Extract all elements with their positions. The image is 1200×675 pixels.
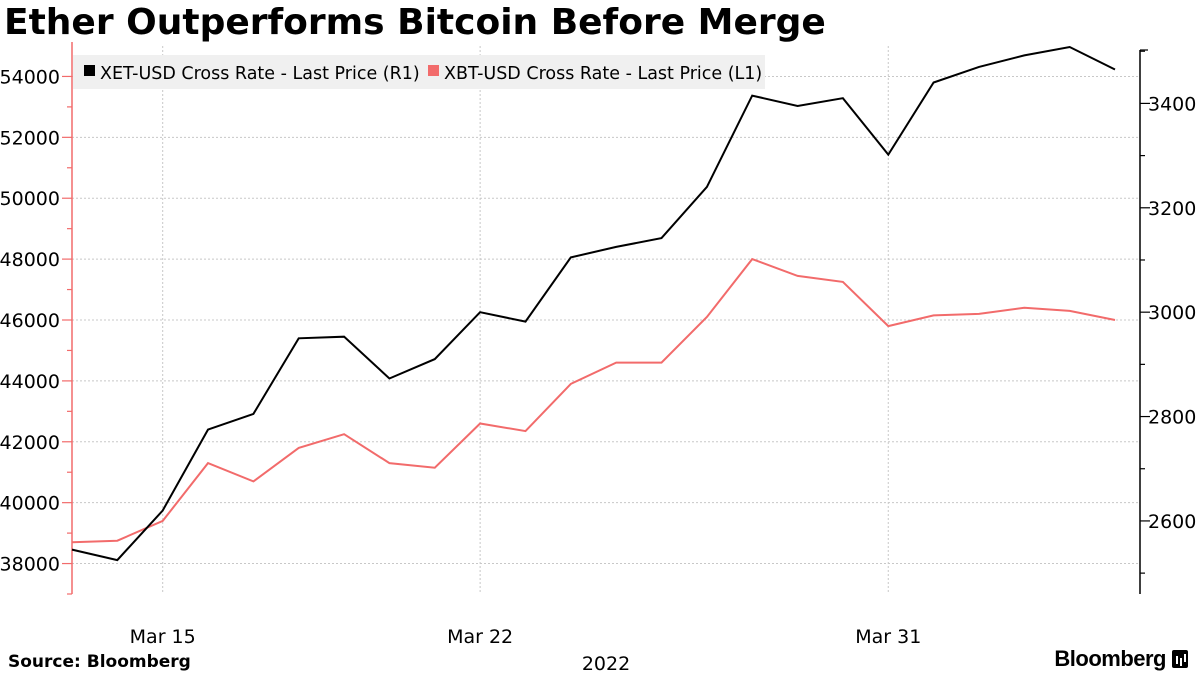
x-axis-tick-label: Mar 15 [130, 626, 196, 648]
brand-name: Bloomberg [1054, 646, 1166, 671]
legend-item-xbt-usd-swatch [428, 65, 439, 76]
x-axis-tick-label: Mar 31 [855, 626, 921, 648]
left-axis-tick-label: 40000 [0, 493, 60, 515]
legend-item-xbt-usd-label: XBT-USD Cross Rate - Last Price (L1) [444, 64, 762, 84]
bar-chart-icon [1172, 650, 1188, 668]
xet-usd-series-line [71, 45, 1116, 562]
chart-title: Ether Outperforms Bitcoin Before Merge [4, 2, 826, 43]
series-lines [71, 45, 1116, 562]
left-axis-tick-label: 44000 [0, 371, 60, 393]
legend: XET-USD Cross Rate - Last Price (R1) XBT-… [73, 55, 765, 89]
left-axis-tick-label: 42000 [0, 432, 60, 454]
brand-logo: Bloomberg [1054, 646, 1188, 672]
legend-item-xet-usd-label: XET-USD Cross Rate - Last Price (R1) [100, 64, 420, 84]
right-axis-tick-label: 2800 [1148, 407, 1196, 429]
left-axis-tick-label: 50000 [0, 188, 60, 210]
right-axis-tick-label: 2600 [1148, 511, 1196, 533]
left-axis-tick-label: 46000 [0, 310, 60, 332]
x-axis-label: 2022 [582, 653, 630, 675]
axes: 38000 40000 42000 44000 46000 48000 50000 52000… [0, 42, 1196, 675]
right-axis-tick-label: 3200 [1148, 198, 1196, 220]
right-axis-tick-label: 3400 [1148, 93, 1196, 115]
legend-item-xet-usd-swatch [84, 65, 95, 76]
left-axis-tick-label: 54000 [0, 66, 60, 88]
source-note: Source: Bloomberg [8, 652, 191, 672]
grid-lines [72, 46, 1140, 594]
left-axis-tick-label: 38000 [0, 554, 60, 576]
left-axis-tick-label: 48000 [0, 249, 60, 271]
xbt-usd-series-line [71, 257, 1116, 544]
left-axis-tick-label: 52000 [0, 127, 60, 149]
legend-box [73, 55, 765, 89]
x-axis-tick-label: Mar 22 [447, 626, 513, 648]
right-axis-tick-label: 3000 [1148, 302, 1196, 324]
